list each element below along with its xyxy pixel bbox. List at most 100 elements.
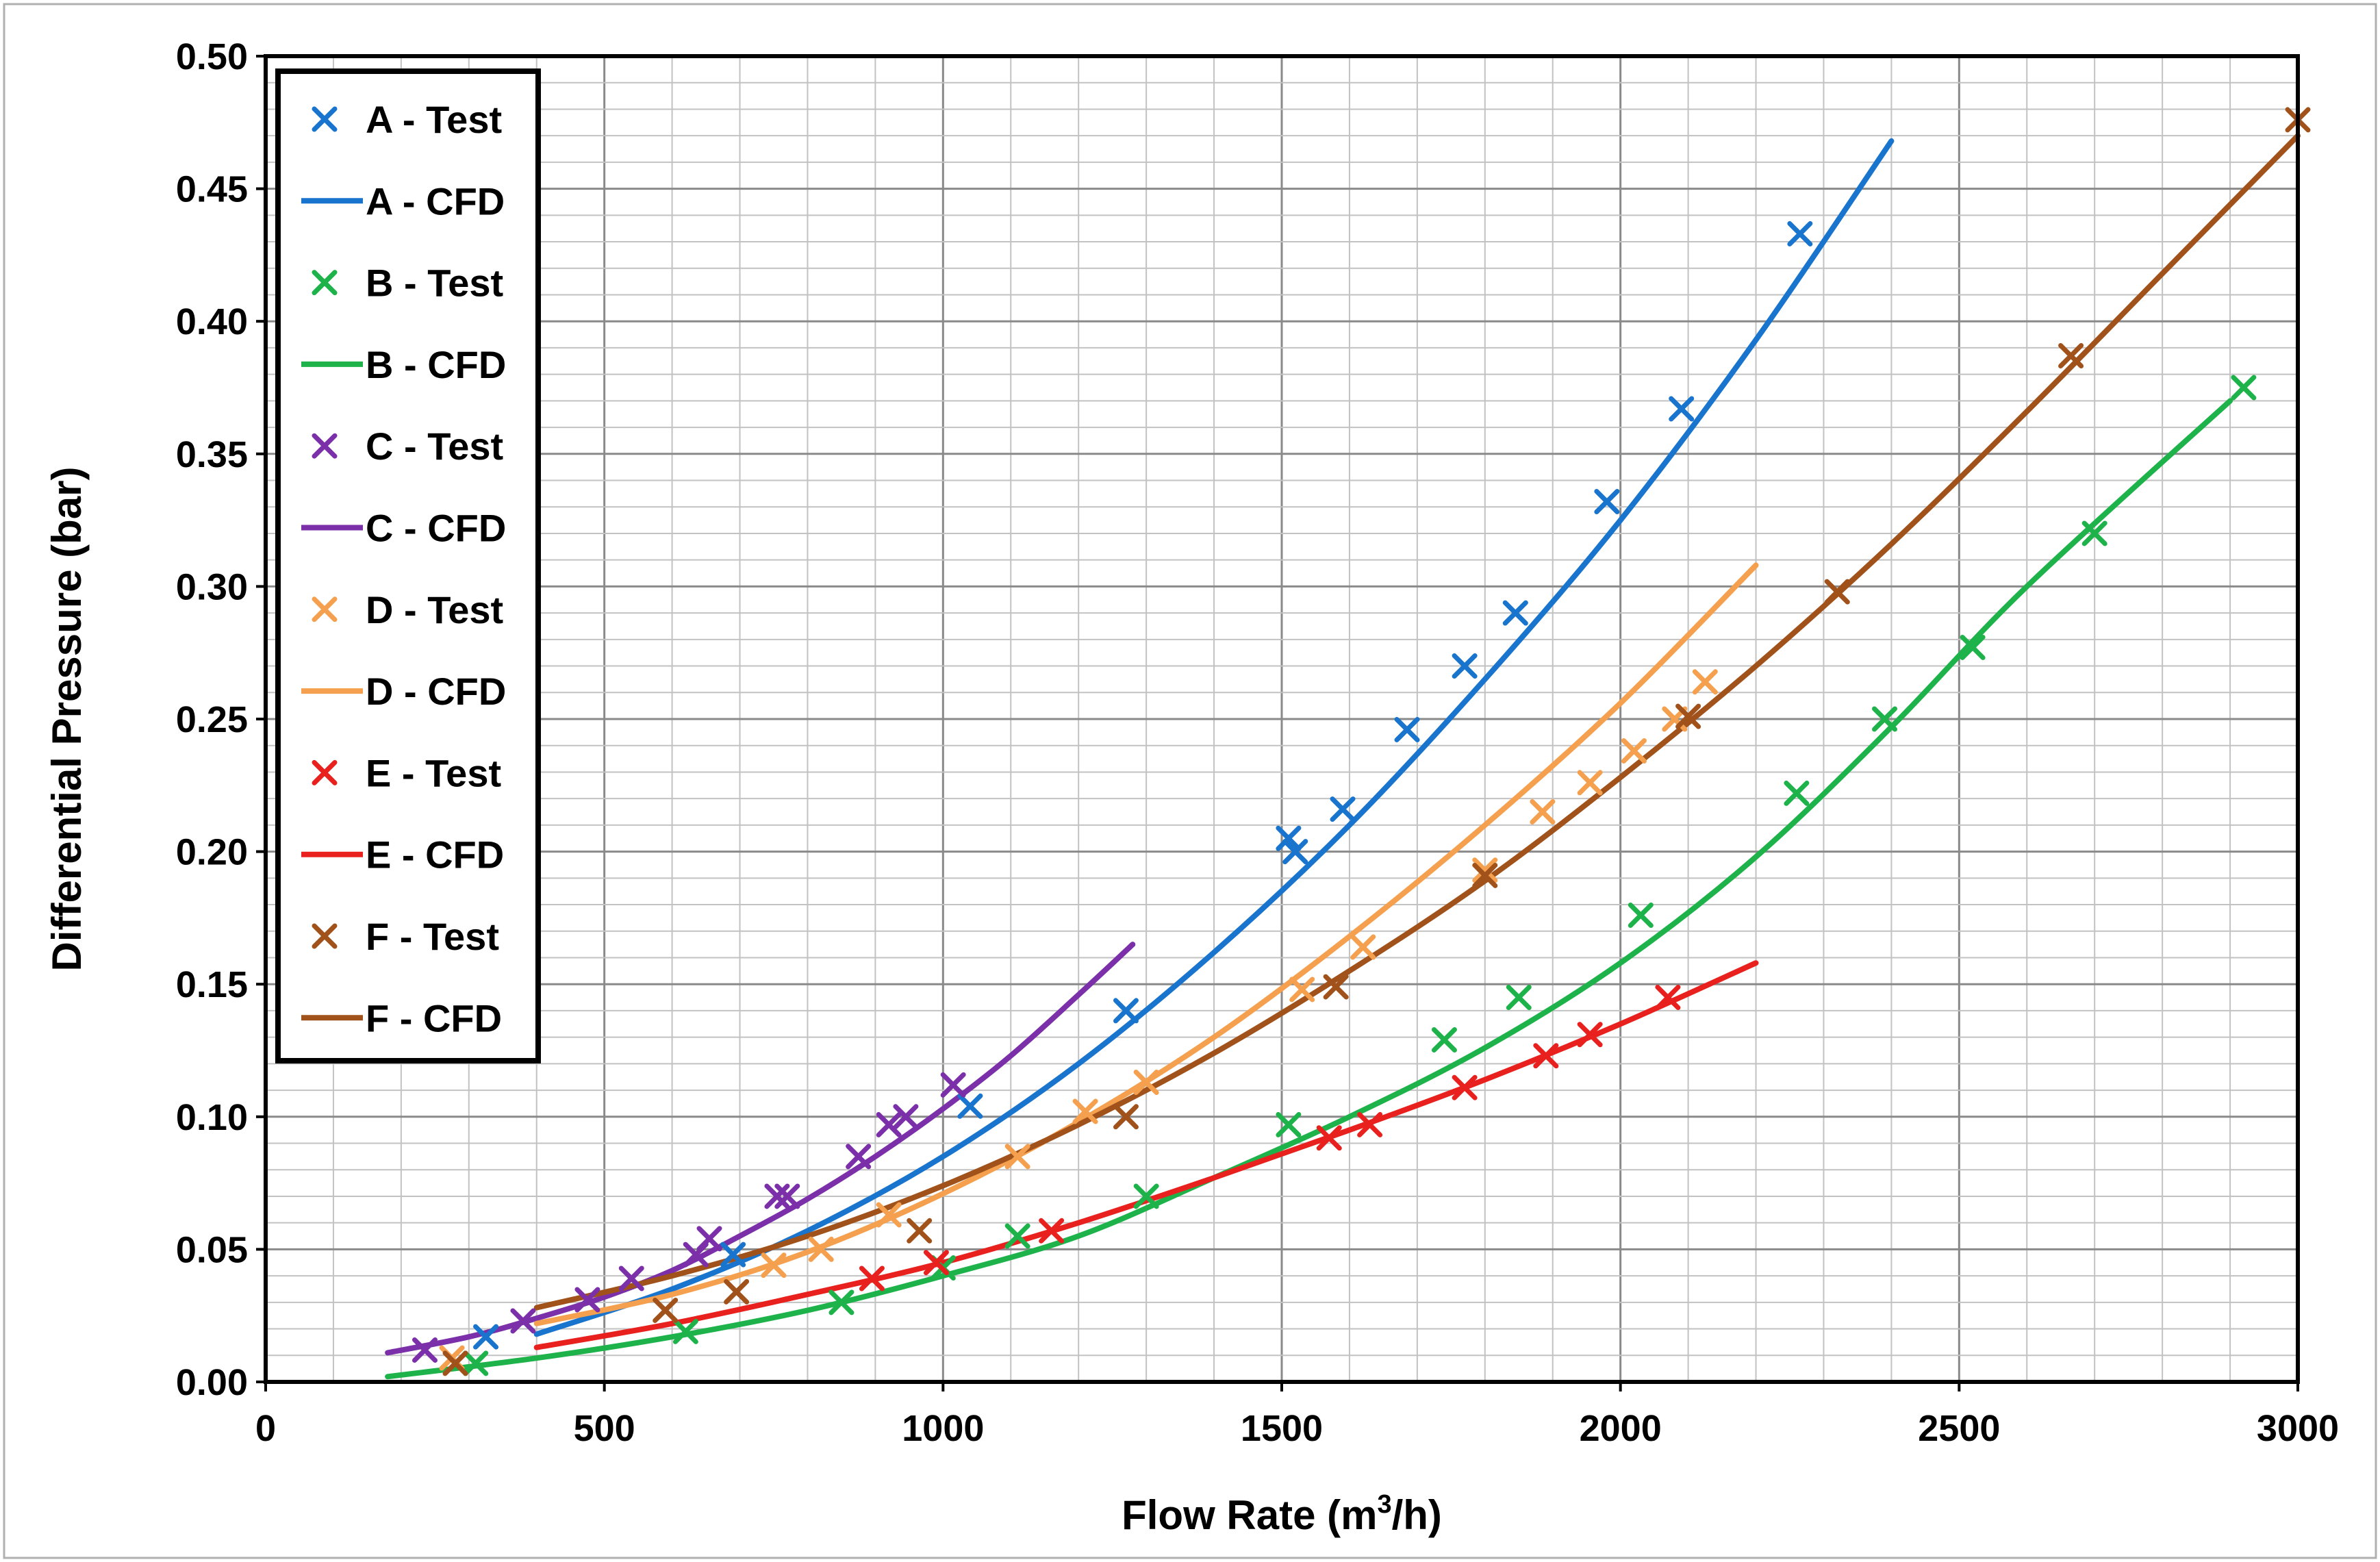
a-test-point [1282,839,1308,865]
a-test-point [1330,796,1356,822]
a-test-point [1113,998,1139,1024]
y-tick-label: 0.50 [176,36,248,77]
legend-entry-f-test: F - Test [312,915,499,958]
f-test-point [724,1278,750,1305]
legend-symbol-e-test [312,759,338,785]
legend-symbol-f-test [312,923,338,949]
e-test-point [923,1250,949,1276]
f-test-point [2058,343,2084,369]
d-test-point [761,1252,787,1278]
y-tick-label: 0.20 [176,832,248,873]
legend-label: F - CFD [366,996,502,1040]
legend-symbol-a-test [312,106,338,132]
f-test-point [1472,862,1498,888]
x-tick-label: 500 [574,1408,635,1449]
e-test-point [1533,1043,1559,1069]
b-test-point [1004,1223,1030,1249]
y-tick-label: 0.45 [176,169,248,210]
legend-label: E - Test [366,751,501,794]
d-test-point [1072,1098,1098,1124]
d-test-point [876,1202,902,1228]
y-tick-label: 0.00 [176,1362,248,1403]
c-test-point [412,1337,438,1363]
f-cfd-line [533,133,2301,1311]
legend-entry-e-cfd: E - CFD [301,833,504,877]
legend-entry-e-test: E - Test [312,751,501,794]
legend-label: B - Test [366,262,503,305]
a-test-point [473,1324,499,1350]
legend-entry-b-cfd: B - CFD [301,343,506,386]
legend-label: C - Test [366,425,503,468]
f-test-point [1824,579,1850,605]
y-tick-label: 0.15 [176,964,248,1005]
a-test-point [720,1242,746,1268]
legend-label: F - Test [366,915,499,958]
c-cfd-line [385,942,1136,1356]
b-cfd-line [385,398,2233,1380]
c-test-point [696,1226,722,1252]
series-markers [412,107,2311,1376]
x-tick-label: 2500 [1918,1408,2000,1449]
x-tick-label: 3000 [2257,1408,2339,1449]
b-test-point [1506,985,1532,1011]
a-test-point [1669,396,1695,422]
legend-symbol-c-test [312,433,338,459]
c-test-point [574,1287,600,1313]
f-test-point [907,1218,933,1244]
legend-label: D - CFD [366,670,506,713]
d-test-point [1133,1069,1159,1095]
legend-entry-a-test: A - Test [312,98,502,141]
x-axis-label-superscript: 3 [1377,1490,1391,1519]
c-test-point [876,1111,902,1137]
x-tick-label: 1000 [902,1408,984,1449]
y-tick-label: 0.10 [176,1097,248,1138]
a-test-point [1594,488,1620,514]
f-test-point [1323,974,1349,1000]
e-test-point [1577,1022,1603,1048]
d-test-point [1621,738,1647,764]
e-test-point [1357,1111,1383,1137]
f-test-point [1675,703,1701,729]
b-test-point [672,1318,698,1344]
plot-area-border [264,54,2300,1384]
d-test-point [1577,770,1603,796]
legend-entry-f-cfd: F - CFD [301,996,502,1040]
c-test-point [764,1183,790,1209]
e-test-point [859,1265,885,1292]
f-test-point [1113,1104,1139,1130]
legend-entry-a-cfd: A - CFD [301,179,505,223]
legend-symbol-d-test [312,596,338,622]
b-test-point [1276,1111,1302,1137]
y-tick-label: 0.30 [176,566,248,607]
c-test-point [510,1308,536,1334]
a-test-point [1787,221,1813,247]
series-lines [385,133,2301,1380]
a-test-point [1452,653,1478,679]
legend-symbol-b-test [312,270,338,296]
y-axis-label: Differential Pressure (bar) [44,467,90,972]
legend-label: E - CFD [366,833,504,877]
b-test-point [1133,1183,1159,1209]
c-test-point [940,1072,966,1098]
legend: A - Test A - CFD B - Test B - CFD C - Test C … [275,68,541,1063]
d-test-point [1472,857,1498,883]
a-test-point [957,1093,983,1119]
a-test-point [1394,716,1420,742]
legend-entry-b-test: B - Test [312,262,503,305]
e-test-point [1316,1125,1342,1151]
legend-label: A - Test [366,98,502,141]
a-test-point [1276,825,1302,851]
y-tick-label: 0.05 [176,1229,248,1270]
b-test-point [1628,903,1654,929]
legend-entry-c-test: C - Test [312,425,503,468]
b-test-point [1872,706,1898,732]
e-test-point [1039,1218,1065,1244]
e-cfd-line [533,960,1759,1350]
b-test-point [828,1289,854,1315]
x-tick-label: 1500 [1241,1408,1323,1449]
c-test-point [774,1183,800,1209]
legend-entry-d-cfd: D - CFD [301,670,506,713]
f-test-point [653,1297,679,1323]
b-test-point [463,1350,489,1376]
